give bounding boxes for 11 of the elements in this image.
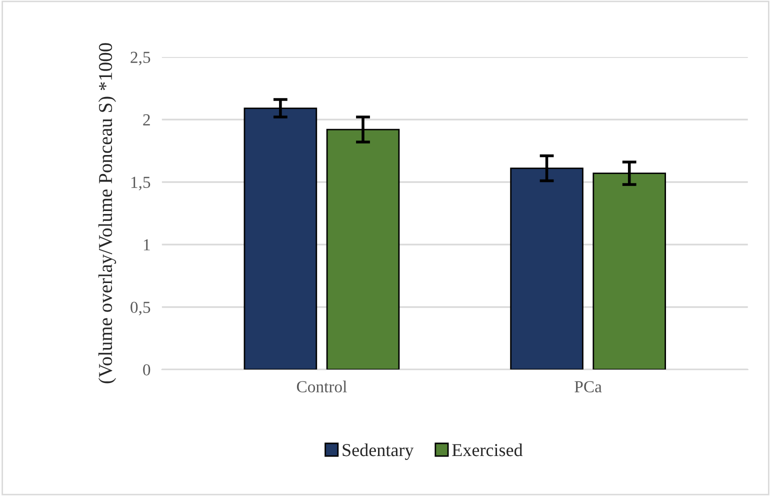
legend-label: Exercised	[452, 443, 523, 456]
y-tick-label: 1	[144, 239, 150, 250]
y-tick-label: 0	[143, 364, 150, 376]
y-tick-label: 1,5	[131, 176, 150, 190]
y-tick-label: 2,5	[130, 52, 150, 66]
y-axis-title: (Volume overlay/Volume Ponceau S) *1000	[98, 43, 116, 384]
y-tick-label: 0,5	[130, 302, 150, 316]
legend-label: Sedentary	[342, 443, 414, 460]
x-tick-label: Control	[296, 380, 347, 392]
y-tick-label: 2	[143, 114, 150, 126]
x-tick-label: PCa	[574, 381, 602, 392]
